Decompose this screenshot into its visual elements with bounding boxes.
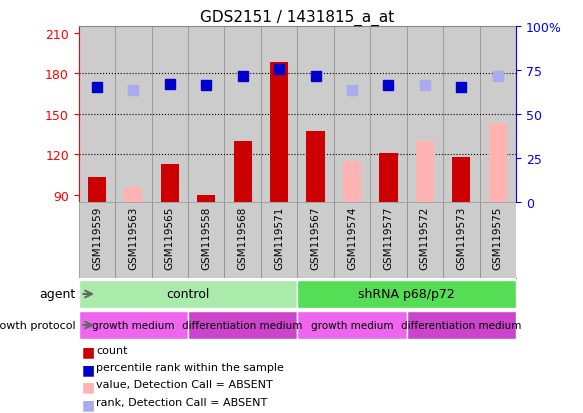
Bar xyxy=(443,202,479,279)
Bar xyxy=(188,27,224,202)
Bar xyxy=(443,27,479,202)
Bar xyxy=(370,27,407,202)
Text: GSM119558: GSM119558 xyxy=(201,206,211,269)
Bar xyxy=(79,202,115,279)
Text: differentiation medium: differentiation medium xyxy=(182,320,303,330)
Bar xyxy=(188,311,297,339)
Text: differentiation medium: differentiation medium xyxy=(401,320,521,330)
Text: control: control xyxy=(166,288,210,301)
Bar xyxy=(79,27,115,202)
Text: GSM119573: GSM119573 xyxy=(456,206,466,269)
Bar xyxy=(479,202,516,279)
Bar xyxy=(380,154,398,202)
Text: rank, Detection Call = ABSENT: rank, Detection Call = ABSENT xyxy=(96,397,268,407)
Bar xyxy=(489,124,507,202)
Bar xyxy=(407,27,443,202)
Text: ■: ■ xyxy=(82,380,95,394)
Text: GSM119567: GSM119567 xyxy=(311,206,321,269)
Text: ■: ■ xyxy=(82,362,95,376)
Bar xyxy=(407,202,443,279)
Text: ■: ■ xyxy=(82,345,95,359)
Text: percentile rank within the sample: percentile rank within the sample xyxy=(96,362,284,372)
Bar xyxy=(307,132,325,202)
Bar xyxy=(188,202,224,279)
Text: ■: ■ xyxy=(82,397,95,411)
Bar xyxy=(261,202,297,279)
Bar xyxy=(152,27,188,202)
Bar xyxy=(234,142,252,202)
Text: GSM119574: GSM119574 xyxy=(347,206,357,269)
Text: GSM119563: GSM119563 xyxy=(128,206,138,269)
Bar xyxy=(224,27,261,202)
Text: GSM119568: GSM119568 xyxy=(238,206,248,269)
Text: GSM119575: GSM119575 xyxy=(493,206,503,269)
Bar xyxy=(479,27,516,202)
Bar xyxy=(333,202,370,279)
Bar xyxy=(224,202,261,279)
Bar xyxy=(79,280,297,308)
Text: growth medium: growth medium xyxy=(311,320,394,330)
Text: GSM119572: GSM119572 xyxy=(420,206,430,269)
Bar xyxy=(370,202,407,279)
Text: GSM119571: GSM119571 xyxy=(274,206,284,269)
Bar xyxy=(88,178,106,202)
Bar xyxy=(343,162,361,202)
Bar xyxy=(297,27,333,202)
Text: GSM119559: GSM119559 xyxy=(92,206,102,269)
Bar xyxy=(261,27,297,202)
Bar xyxy=(416,142,434,202)
Text: growth medium: growth medium xyxy=(92,320,175,330)
Bar xyxy=(270,63,288,202)
Title: GDS2151 / 1431815_a_at: GDS2151 / 1431815_a_at xyxy=(200,9,395,26)
Text: agent: agent xyxy=(40,288,76,301)
Bar xyxy=(297,280,516,308)
Bar xyxy=(297,311,407,339)
Bar xyxy=(152,202,188,279)
Bar xyxy=(161,164,179,202)
Bar xyxy=(79,311,188,339)
Text: GSM119577: GSM119577 xyxy=(384,206,394,269)
Bar xyxy=(452,158,470,202)
Bar xyxy=(115,27,152,202)
Text: GSM119565: GSM119565 xyxy=(165,206,175,269)
Text: value, Detection Call = ABSENT: value, Detection Call = ABSENT xyxy=(96,380,273,389)
Bar xyxy=(407,311,516,339)
Text: shRNA p68/p72: shRNA p68/p72 xyxy=(359,288,455,301)
Bar xyxy=(124,188,142,202)
Bar xyxy=(297,202,333,279)
Bar xyxy=(115,202,152,279)
Text: count: count xyxy=(96,345,128,355)
Bar xyxy=(197,196,215,202)
Bar xyxy=(333,27,370,202)
Text: growth protocol: growth protocol xyxy=(0,320,76,330)
